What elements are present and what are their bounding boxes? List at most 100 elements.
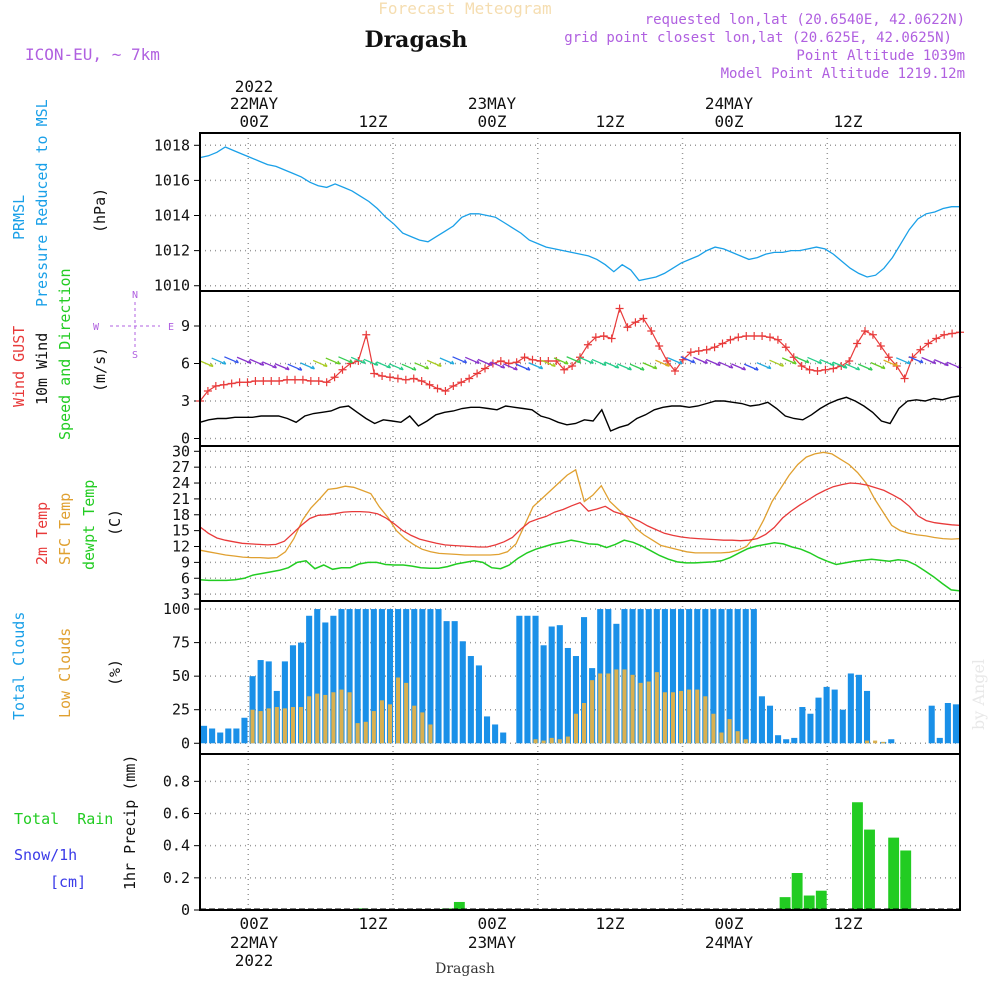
- dewpt-line: [199, 539, 961, 592]
- wind-arrow: [350, 356, 366, 364]
- total-cloud-bar: [783, 739, 790, 744]
- wind-arrow: [388, 363, 404, 371]
- gust-marker: [861, 327, 869, 335]
- total-cloud-bar: [362, 609, 369, 744]
- total-cloud-bar: [726, 609, 733, 744]
- gust-marker: [425, 380, 434, 389]
- gust-marker: [639, 314, 648, 323]
- gust-marker: [370, 369, 379, 378]
- cloud-ytick-label: 75: [172, 634, 190, 652]
- wind-arrow: [300, 362, 315, 370]
- temp-ytick-label: 6: [181, 569, 190, 587]
- total-cloud-bar: [395, 609, 402, 744]
- total-cloud-bar: [556, 625, 563, 744]
- wind-arrow: [490, 361, 506, 369]
- temp2m-line: [199, 482, 961, 548]
- low-cloud-bar: [881, 741, 886, 744]
- bottom-tick-5: 00Z: [715, 914, 744, 933]
- total-cloud-bar: [855, 674, 862, 744]
- gust-marker: [243, 378, 252, 387]
- wind-arrow: [883, 359, 899, 367]
- low-cloud-bar: [307, 696, 312, 744]
- low-cloud-bar: [331, 692, 336, 744]
- bottom-date-3-line1: 24MAY: [705, 933, 754, 952]
- gust-marker: [441, 387, 450, 395]
- wind-arrow: [946, 361, 962, 369]
- wind-arrow: [604, 361, 620, 369]
- bottom-date-1-line1: 22MAY: [230, 933, 279, 952]
- total-cloud-bar: [944, 703, 951, 744]
- gust-marker: [583, 340, 592, 349]
- bottom-tick-6: 12Z: [834, 914, 863, 933]
- wind-arrow: [591, 358, 607, 367]
- top-date-3-line2: 24MAY: [705, 94, 754, 113]
- gust-marker: [797, 362, 806, 370]
- total-cloud-bar: [257, 660, 264, 744]
- pressure-unit: (hPa): [91, 188, 109, 233]
- wind-arrow: [236, 356, 252, 364]
- low-cloud-bar: [290, 707, 296, 744]
- total-cloud-bar: [734, 609, 741, 744]
- top-date-1-line2: 22MAY: [230, 94, 279, 113]
- total-cloud-bar: [289, 645, 297, 744]
- top-tick-2: 12Z: [359, 112, 388, 131]
- top-tick-1: 00Z: [240, 112, 269, 131]
- total-cloud-bar: [459, 641, 466, 744]
- low-cloud-bar: [274, 707, 279, 744]
- footer-place: Dragash: [435, 961, 495, 977]
- pressure-panel: 1010 1012 1014 1016 1018: [154, 132, 961, 295]
- compass-s: S: [132, 350, 138, 361]
- bottom-date-1-line2: 2022: [235, 951, 274, 970]
- temp-ytick-label: 15: [172, 522, 190, 540]
- wind-label-10m: 10m Wind: [33, 333, 51, 405]
- wind-arrow: [262, 361, 277, 369]
- rain-bar: [900, 850, 912, 910]
- precip-panel: 0 0.2 0.4 0.6 0.8: [163, 753, 961, 919]
- wind-arrow: [503, 363, 518, 371]
- gust-marker: [853, 339, 862, 348]
- gust-marker: [900, 374, 909, 383]
- gust-marker: [710, 343, 719, 352]
- total-cloud-bar: [233, 728, 240, 744]
- low-cloud-bar: [598, 673, 603, 744]
- gust-marker: [267, 377, 276, 385]
- low-cloud-bar: [582, 703, 587, 744]
- precip-label-snow: Snow/1h: [14, 846, 77, 864]
- pressure-ytick-label: 1014: [154, 207, 190, 225]
- gust-marker: [465, 374, 474, 383]
- wind-ytick-label: 0: [181, 430, 190, 448]
- wind-arrow: [667, 357, 683, 365]
- precip-label-cm: [cm]: [50, 873, 86, 891]
- gust-marker: [940, 330, 949, 339]
- total-cloud-bar: [209, 728, 216, 744]
- gust-marker: [884, 353, 893, 362]
- pressure-label-msl: Pressure Reduced to MSL: [33, 99, 51, 307]
- top-tick-4: 12Z: [596, 112, 625, 131]
- gust-marker: [948, 329, 957, 338]
- total-cloud-bar: [791, 737, 798, 744]
- total-cloud-bar: [694, 609, 701, 744]
- total-cloud-bar: [750, 609, 757, 744]
- wind-arrow: [566, 356, 582, 364]
- cloud-unit: (%): [106, 659, 124, 686]
- wind-arrow: [921, 356, 937, 365]
- total-cloud-bar: [201, 725, 208, 744]
- total-cloud-bar: [378, 609, 385, 744]
- wind-arrow: [934, 359, 949, 367]
- wind-arrow: [452, 356, 468, 364]
- gust-marker: [821, 365, 830, 374]
- cloud-ytick-label: 25: [172, 701, 190, 719]
- low-cloud-bar: [687, 689, 692, 744]
- temp-ytick-label: 9: [181, 553, 190, 571]
- total-cloud-bar: [492, 724, 499, 744]
- compass-e: E: [168, 322, 174, 333]
- gust-marker: [219, 380, 228, 389]
- total-cloud-bar: [475, 665, 482, 744]
- gust-marker: [251, 377, 260, 385]
- cloud-panel-labels: Total Clouds Low Clouds (%): [10, 612, 124, 720]
- total-cloud-bar: [483, 716, 491, 744]
- low-cloud-bar: [266, 708, 271, 744]
- low-cloud-bar: [864, 740, 870, 744]
- gust-marker: [932, 334, 941, 343]
- wind-arrow: [845, 363, 861, 371]
